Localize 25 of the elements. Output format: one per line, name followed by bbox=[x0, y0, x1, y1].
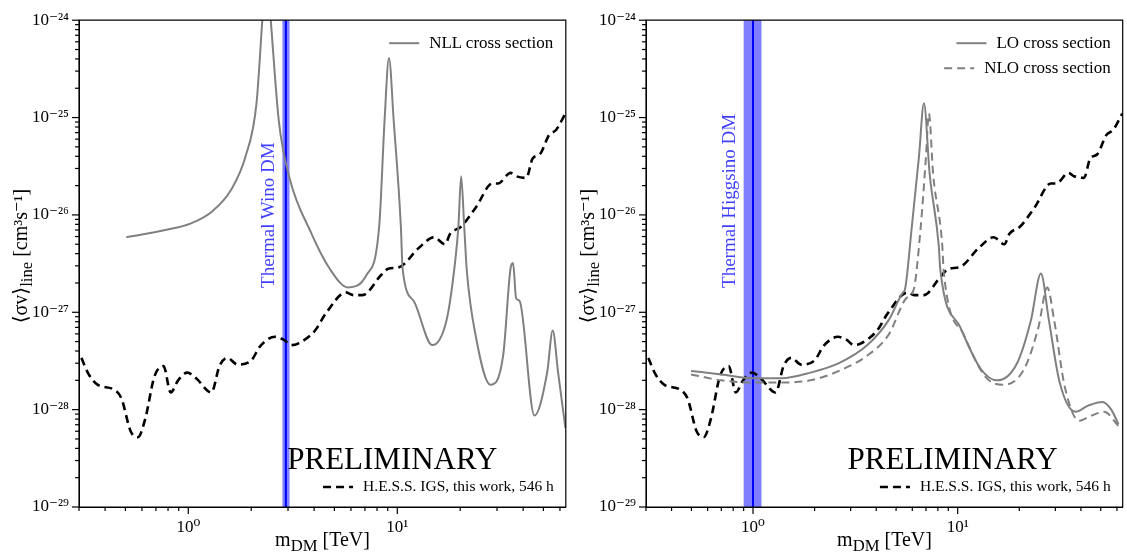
legend-label: LO cross section bbox=[996, 32, 1112, 52]
ref-line-label: Thermal Higgsino DM bbox=[718, 113, 740, 288]
x-tick-label: 10⁰ bbox=[176, 516, 201, 536]
legend-label: H.E.S.S. IGS, this work, 546 h bbox=[919, 477, 1111, 495]
x-axis-title: m$_{DM}$ [TeV] bbox=[275, 528, 370, 556]
x-tick-label: 10¹ bbox=[386, 516, 409, 536]
y-tick-label: 10⁻²⁵ bbox=[599, 107, 637, 127]
x-tick-label: 10⁰ bbox=[741, 516, 766, 536]
legend-label: NLL cross section bbox=[429, 32, 554, 52]
y-tick-label: 10⁻²⁹ bbox=[32, 496, 70, 516]
ref-line-label: Thermal Wino DM bbox=[256, 142, 278, 288]
legend-label: NLO cross section bbox=[984, 57, 1112, 77]
annotation: PRELIMINARY bbox=[847, 441, 1058, 476]
y-tick-label: 10⁻²⁹ bbox=[599, 496, 637, 516]
y-tick-label: 10⁻²⁴ bbox=[599, 9, 637, 29]
y-tick-label: 10⁻²⁸ bbox=[32, 399, 70, 419]
annotation: PRELIMINARY bbox=[287, 441, 498, 476]
y-tick-label: 10⁻²⁴ bbox=[32, 9, 70, 29]
x-axis-title: m$_{DM}$ [TeV] bbox=[837, 528, 932, 556]
y-tick-label: 10⁻²⁸ bbox=[599, 399, 637, 419]
x-tick-label: 10¹ bbox=[946, 516, 969, 536]
legend-label: H.E.S.S. IGS, this work, 546 h bbox=[363, 477, 555, 495]
y-tick-label: 10⁻²⁵ bbox=[32, 107, 70, 127]
y-tick-label: 10⁻²⁶ bbox=[599, 204, 637, 224]
y-tick-label: 10⁻²⁶ bbox=[32, 204, 70, 224]
